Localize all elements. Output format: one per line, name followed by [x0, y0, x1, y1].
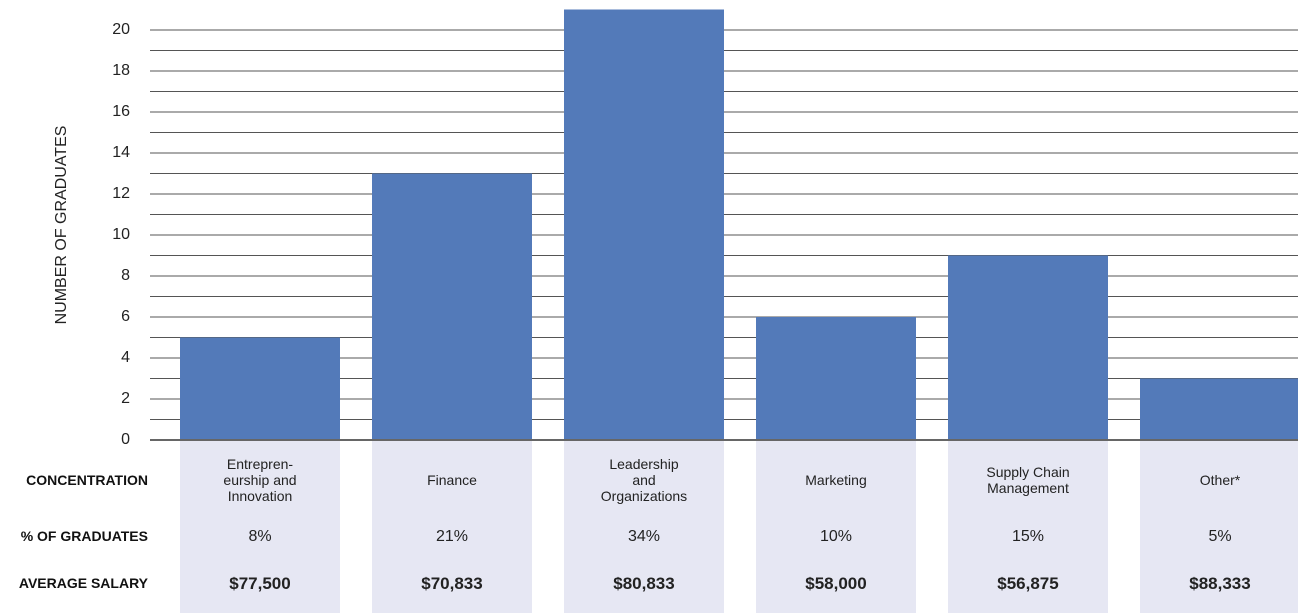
bar: [1140, 378, 1298, 440]
y-axis-label: NUMBER OF GRADUATES: [53, 126, 70, 325]
y-tick-label: 0: [121, 431, 130, 448]
table-column: [756, 441, 916, 613]
y-tick-label: 14: [112, 144, 130, 161]
percent: 5%: [1208, 528, 1232, 545]
table-column: [1140, 441, 1298, 613]
salary: $77,500: [229, 574, 291, 593]
y-tick-label: 10: [112, 226, 130, 243]
y-tick-label: 20: [112, 21, 130, 38]
percent: 15%: [1011, 528, 1045, 545]
salary: $58,000: [805, 574, 867, 593]
bar: [180, 337, 340, 440]
salary: $70,833: [421, 574, 483, 593]
bar: [564, 9, 724, 440]
concentration: Leadership and Organizations: [600, 456, 688, 504]
percent: 21%: [435, 528, 469, 545]
salary: $88,333: [1189, 574, 1251, 593]
salary: $56,875: [997, 574, 1059, 593]
y-tick-label: 18: [112, 62, 130, 79]
concentration: Other*: [1199, 472, 1241, 488]
table-column: [948, 441, 1108, 613]
y-tick-label: 4: [121, 349, 130, 366]
concentration: Supply Chain Management: [986, 464, 1070, 496]
bar: [372, 173, 532, 440]
percent: 8%: [248, 528, 272, 545]
y-tick-label: 2: [121, 390, 130, 407]
concentration: Marketing: [805, 472, 867, 488]
concentration: Entrepren- eurship and Innovation: [223, 456, 297, 504]
table-column: [564, 441, 724, 613]
bar: [948, 255, 1108, 440]
row-label: % OF GRADUATES: [20, 528, 148, 544]
y-tick-label: 16: [112, 103, 130, 120]
table-column: [372, 441, 532, 613]
salary: $80,833: [613, 574, 675, 593]
y-tick-label: 6: [121, 308, 130, 325]
bar: [756, 317, 916, 440]
row-label: CONCENTRATION: [26, 472, 148, 488]
y-tick-label: 12: [112, 185, 130, 202]
row-label: AVERAGE SALARY: [18, 575, 148, 591]
concentration: Finance: [427, 472, 477, 488]
percent: 34%: [627, 528, 661, 545]
percent: 10%: [819, 528, 853, 545]
table-column: [180, 441, 340, 613]
y-tick-label: 8: [121, 267, 130, 284]
